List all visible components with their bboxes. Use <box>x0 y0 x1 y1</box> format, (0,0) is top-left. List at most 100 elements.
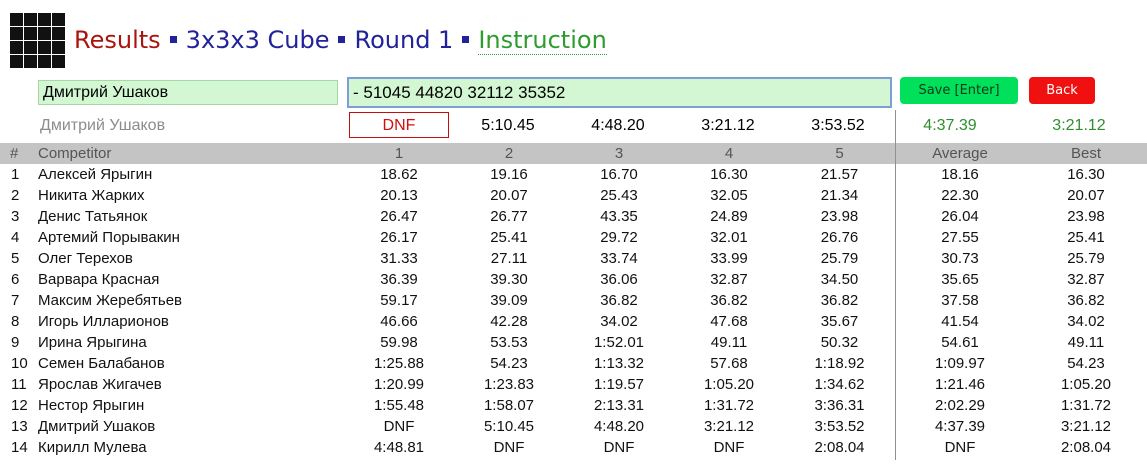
cell-competitor: Кирилл Мулева <box>38 439 147 456</box>
breadcrumb-round[interactable]: Round 1 <box>354 26 454 54</box>
cell-attempt-5: 1:34.62 <box>814 376 865 393</box>
cell-competitor: Артемий Порывакин <box>38 229 180 246</box>
cell-attempt-2: 19.16 <box>490 166 528 183</box>
table-row[interactable]: 12 Нестор Ярыгин 1:55.48 1:58.07 2:13.31 1:31… <box>0 395 1147 416</box>
results-table: # Competitor 1 2 3 4 5 Average Best 1 Але… <box>0 143 1147 458</box>
cell-best: 1:05.20 <box>1060 376 1112 393</box>
table-row[interactable]: 5 Олег Терехов 31.33 27.11 33.74 33.99 25.79 30… <box>0 248 1147 269</box>
cell-attempt-5: 50.32 <box>820 334 859 351</box>
table-row[interactable]: 9 Ирина Ярыгина 59.98 53.53 1:52.01 49.11 50.3… <box>0 332 1147 353</box>
cell-average: 35.65 <box>941 271 979 288</box>
cell-average: 4:37.39 <box>934 418 986 435</box>
competitor-name-input[interactable] <box>38 80 338 105</box>
table-row[interactable]: 11 Ярослав Жигачев 1:20.99 1:23.83 1:19.57 1:… <box>0 374 1147 395</box>
cell-attempt-3: 1:52.01 <box>593 334 645 351</box>
cell-average: 2:02.29 <box>934 397 986 414</box>
cell-rank: 7 <box>11 292 20 309</box>
cell-attempt-1: 1:25.88 <box>373 355 425 372</box>
cell-attempt-5: 21.57 <box>820 166 859 183</box>
logo-square <box>10 41 23 54</box>
cell-attempt-5: 23.98 <box>820 208 859 225</box>
preview-attempt-2: 5:10.45 <box>481 117 535 134</box>
cell-competitor: Ярослав Жигачев <box>38 376 162 393</box>
cell-attempt-1: 59.98 <box>380 334 418 351</box>
cell-attempt-5: 36.82 <box>820 292 859 309</box>
cell-attempt-4: 57.68 <box>710 355 748 372</box>
cell-attempt-4: 24.89 <box>710 208 748 225</box>
cell-rank: 10 <box>11 355 28 372</box>
back-button[interactable]: Back <box>1029 77 1095 104</box>
cell-average: 41.54 <box>941 313 979 330</box>
table-row[interactable]: 8 Игорь Илларионов 46.66 42.28 34.02 47.68 35.… <box>0 311 1147 332</box>
table-row[interactable]: 10 Семен Балабанов 1:25.88 54.23 1:13.32 57.6… <box>0 353 1147 374</box>
cell-attempt-1: 4:48.81 <box>373 439 425 456</box>
cell-attempt-2: 27.11 <box>490 250 528 267</box>
breadcrumb-separator <box>169 35 177 43</box>
cell-best: 54.23 <box>1067 355 1105 372</box>
cell-attempt-3: 34.02 <box>600 313 638 330</box>
cell-best: 20.07 <box>1067 187 1105 204</box>
cell-attempt-5: 26.76 <box>820 229 859 246</box>
table-row[interactable]: 1 Алексей Ярыгин 18.62 19.16 16.70 16.30 21.57… <box>0 164 1147 185</box>
logo-square <box>10 55 23 68</box>
table-row[interactable]: 2 Никита Жарких 20.13 20.07 25.43 32.05 21.34 2… <box>0 185 1147 206</box>
logo-square <box>52 55 65 68</box>
breadcrumb-event[interactable]: 3x3x3 Cube <box>185 26 330 54</box>
cell-attempt-2: 39.30 <box>490 271 528 288</box>
cell-attempt-5: 2:08.04 <box>814 439 865 456</box>
attempt-times-input[interactable] <box>347 77 892 108</box>
cell-rank: 9 <box>11 334 20 351</box>
preview-competitor-name: Дмитрий Ушаков <box>40 117 166 134</box>
cell-attempt-2: 20.07 <box>490 187 528 204</box>
save-button[interactable]: Save [Enter] <box>900 77 1018 104</box>
cell-competitor: Нестор Ярыгин <box>38 397 145 414</box>
cell-attempt-5: 1:18.92 <box>814 355 865 372</box>
logo-square <box>52 27 65 40</box>
cell-best: 34.02 <box>1067 313 1105 330</box>
cell-attempt-3: DNF <box>603 439 635 456</box>
column-header-attempt-1: 1 <box>344 143 454 164</box>
cell-rank: 4 <box>11 229 20 246</box>
cell-attempt-2: 54.23 <box>490 355 528 372</box>
cell-average: 54.61 <box>941 334 979 351</box>
table-row[interactable]: 4 Артемий Порывакин 26.17 25.41 29.72 32.01 26… <box>0 227 1147 248</box>
cell-attempt-4: 16.30 <box>710 166 748 183</box>
cell-attempt-1: 26.17 <box>380 229 418 246</box>
breadcrumb: Results 3x3x3 Cube Round 1 Instruction <box>74 26 607 55</box>
preview-attempt-4: 3:21.12 <box>701 117 755 134</box>
grid-logo-icon <box>10 13 65 68</box>
cell-rank: 12 <box>11 397 28 414</box>
logo-square <box>24 13 37 26</box>
table-row[interactable]: 7 Максим Жеребятьев 59.17 39.09 36.82 36.82 36… <box>0 290 1147 311</box>
cell-best: 32.87 <box>1067 271 1105 288</box>
cell-competitor: Игорь Илларионов <box>38 313 169 330</box>
column-header-best: Best <box>1025 143 1147 164</box>
breadcrumb-results-link[interactable]: Results <box>74 26 161 54</box>
cell-attempt-4: 1:31.72 <box>703 397 755 414</box>
instruction-link[interactable]: Instruction <box>478 26 607 55</box>
table-row[interactable]: 6 Варвара Красная 36.39 39.30 36.06 32.87 34.5… <box>0 269 1147 290</box>
logo-square <box>38 27 51 40</box>
table-row[interactable]: 13 Дмитрий Ушаков DNF 5:10.45 4:48.20 3:21.12… <box>0 416 1147 437</box>
cell-attempt-1: DNF <box>383 418 415 435</box>
table-row[interactable]: 14 Кирилл Мулева 4:48.81 DNF DNF DNF 2:08.04 DN… <box>0 437 1147 458</box>
preview-attempt-3: 4:48.20 <box>591 117 645 134</box>
cell-best: 49.11 <box>1067 334 1105 351</box>
column-header-average: Average <box>895 143 1025 164</box>
column-header-attempt-3: 3 <box>564 143 674 164</box>
logo-square <box>10 13 23 26</box>
cell-attempt-3: 33.74 <box>600 250 638 267</box>
cell-rank: 1 <box>11 166 20 183</box>
breadcrumb-separator <box>462 35 470 43</box>
table-row[interactable]: 3 Денис Татьянок 26.47 26.77 43.35 24.89 23.98… <box>0 206 1147 227</box>
cell-rank: 6 <box>11 271 20 288</box>
cell-attempt-1: 26.47 <box>380 208 418 225</box>
cell-average: 26.04 <box>941 208 979 225</box>
preview-attempt-5: 3:53.52 <box>811 117 865 134</box>
cell-best: 36.82 <box>1067 292 1105 309</box>
cell-attempt-5: 3:53.52 <box>814 418 865 435</box>
cell-attempt-4: 36.82 <box>710 292 748 309</box>
cell-attempt-3: 1:19.57 <box>593 376 645 393</box>
cell-best: 23.98 <box>1067 208 1105 225</box>
cell-attempt-2: 25.41 <box>490 229 528 246</box>
